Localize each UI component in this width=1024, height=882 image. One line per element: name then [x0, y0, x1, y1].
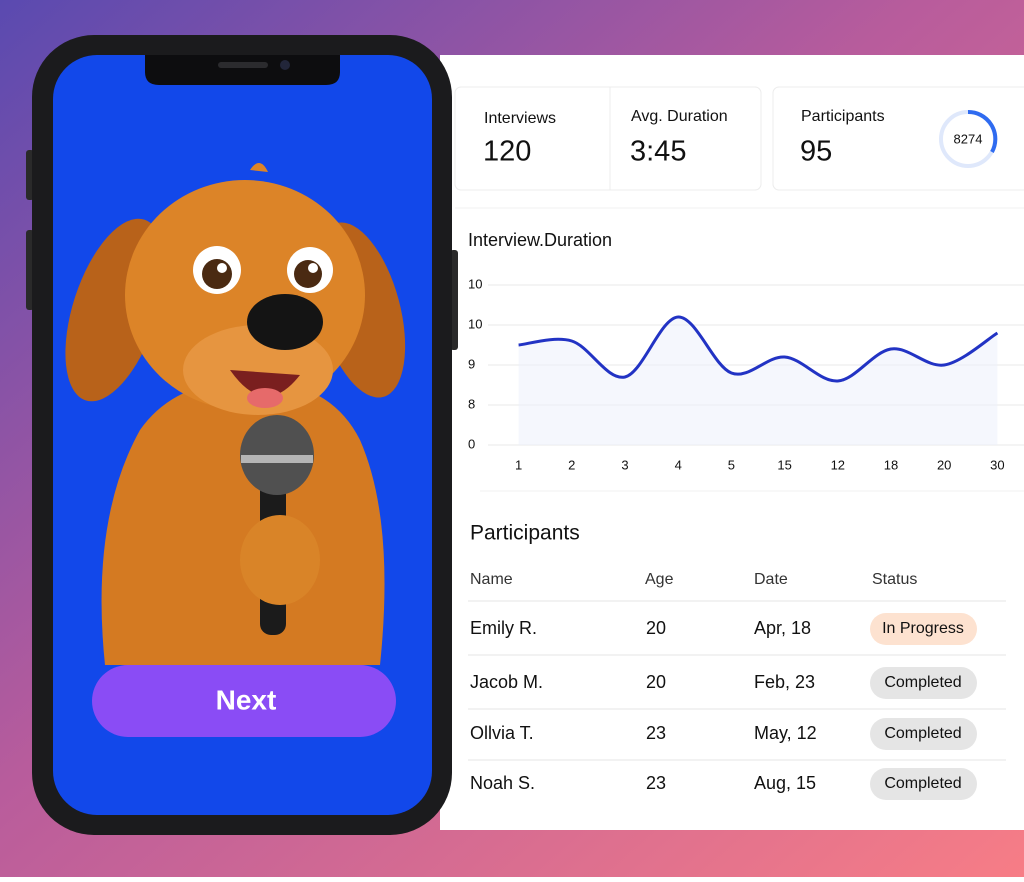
next-button[interactable] — [92, 665, 396, 737]
x-tick-label: 18 — [884, 457, 898, 472]
chart-title: Interview.Duration — [468, 230, 612, 250]
table-title: Participants — [470, 522, 580, 545]
stat-label: Participants — [801, 108, 885, 125]
stat-value: 3:45 — [630, 136, 686, 168]
status-text: Completed — [884, 725, 961, 742]
cell-text: Ollvia T. — [470, 723, 534, 743]
cell-text: Jacob M. — [470, 672, 543, 692]
ring-arc — [967, 109, 998, 153]
x-tick-label: 12 — [831, 457, 845, 472]
ring-label: 8274 — [954, 131, 983, 146]
cell-text: Emily R. — [470, 618, 537, 638]
cell-text: 20 — [646, 672, 666, 692]
cell-text: May, 12 — [754, 723, 817, 743]
column-header: Name — [470, 571, 513, 588]
x-tick-label: 3 — [621, 457, 628, 472]
stat-label: Avg. Duration — [631, 108, 728, 125]
x-tick-label: 5 — [728, 457, 735, 472]
x-tick-label: 15 — [777, 457, 791, 472]
column-header: Date — [754, 571, 788, 588]
status-pill — [870, 667, 977, 699]
cell-text: Aug, 15 — [754, 773, 816, 793]
y-tick-label: 8 — [468, 396, 475, 411]
x-tick-label: 20 — [937, 457, 951, 472]
phone-notch — [145, 55, 340, 85]
status-text: In Progress — [882, 620, 964, 637]
status-pill — [870, 613, 977, 645]
status-text: Completed — [884, 674, 961, 691]
x-tick-label: 30 — [990, 457, 1004, 472]
stat-value: 120 — [483, 136, 531, 168]
dog-illustration — [65, 162, 406, 665]
column-header: Status — [872, 571, 917, 588]
x-tick-label: 2 — [568, 457, 575, 472]
y-tick-label: 10 — [468, 276, 482, 291]
cell-text: Feb, 23 — [754, 672, 815, 692]
y-tick-label: 9 — [468, 356, 475, 371]
x-tick-label: 4 — [675, 457, 682, 472]
area-fill — [518, 316, 998, 445]
y-tick-label: 10 — [468, 316, 482, 331]
table: Name Age Date Status Emily R. 20 Apr, 18 In Pro… — [468, 571, 1006, 800]
x-tick-label: 1 — [515, 457, 522, 472]
status-text: Completed — [884, 775, 961, 792]
stat-value: 95 — [800, 136, 832, 168]
cell-text: 20 — [646, 618, 666, 638]
next-button-label[interactable]: Next — [216, 684, 277, 715]
cell-text: Noah S. — [470, 773, 535, 793]
camera — [280, 60, 290, 70]
column-header: Age — [645, 571, 674, 588]
y-tick-label: 0 — [468, 436, 475, 451]
status-pill — [870, 718, 977, 750]
line — [518, 315, 999, 383]
status-pill — [870, 768, 977, 800]
cell-text: 23 — [646, 723, 666, 743]
speaker — [218, 62, 268, 68]
stat-label: Interviews — [484, 110, 556, 127]
stat-card — [454, 86, 762, 191]
cell-text: Apr, 18 — [754, 618, 811, 638]
cell-text: 23 — [646, 773, 666, 793]
